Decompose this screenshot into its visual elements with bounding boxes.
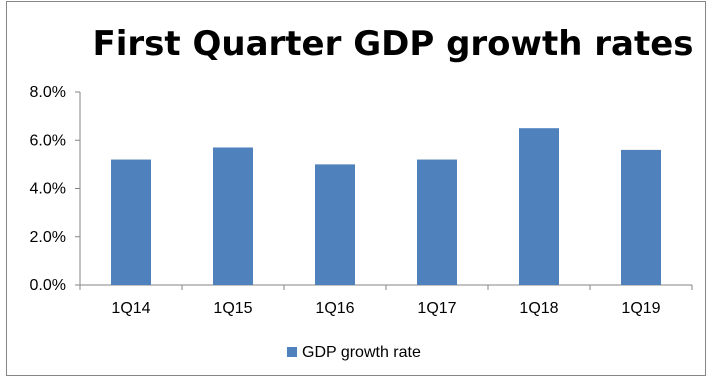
x-tick-label: 1Q16 <box>315 300 354 317</box>
chart-title: First Quarter GDP growth rates <box>92 24 693 64</box>
bars <box>111 128 661 285</box>
x-tick-label: 1Q19 <box>621 300 660 317</box>
y-tick-label: 8.0% <box>30 84 66 101</box>
bar-1q17 <box>417 159 457 285</box>
legend-swatch <box>287 347 297 357</box>
legend-label: GDP growth rate <box>302 344 421 361</box>
legend: GDP growth rate <box>287 344 421 361</box>
bar-1q19 <box>621 149 661 285</box>
bar-1q14 <box>111 159 151 285</box>
y-tick-label: 2.0% <box>30 229 66 246</box>
y-axis: 0.0% 2.0% 4.0% 6.0% 8.0% <box>30 84 81 294</box>
x-tick-label: 1Q15 <box>213 300 252 317</box>
x-tick-label: 1Q17 <box>417 300 456 317</box>
y-tick-label: 4.0% <box>30 181 66 198</box>
bar-1q16 <box>315 164 355 285</box>
x-tick-label: 1Q18 <box>519 300 558 317</box>
bar-1q18 <box>519 128 559 285</box>
bar-1q15 <box>213 147 253 285</box>
y-tick-label: 0.0% <box>30 277 66 294</box>
y-tick-label: 6.0% <box>30 132 66 149</box>
x-axis: 1Q14 1Q15 1Q16 1Q17 1Q18 1Q19 <box>79 284 693 317</box>
x-tick-label: 1Q14 <box>111 300 150 317</box>
